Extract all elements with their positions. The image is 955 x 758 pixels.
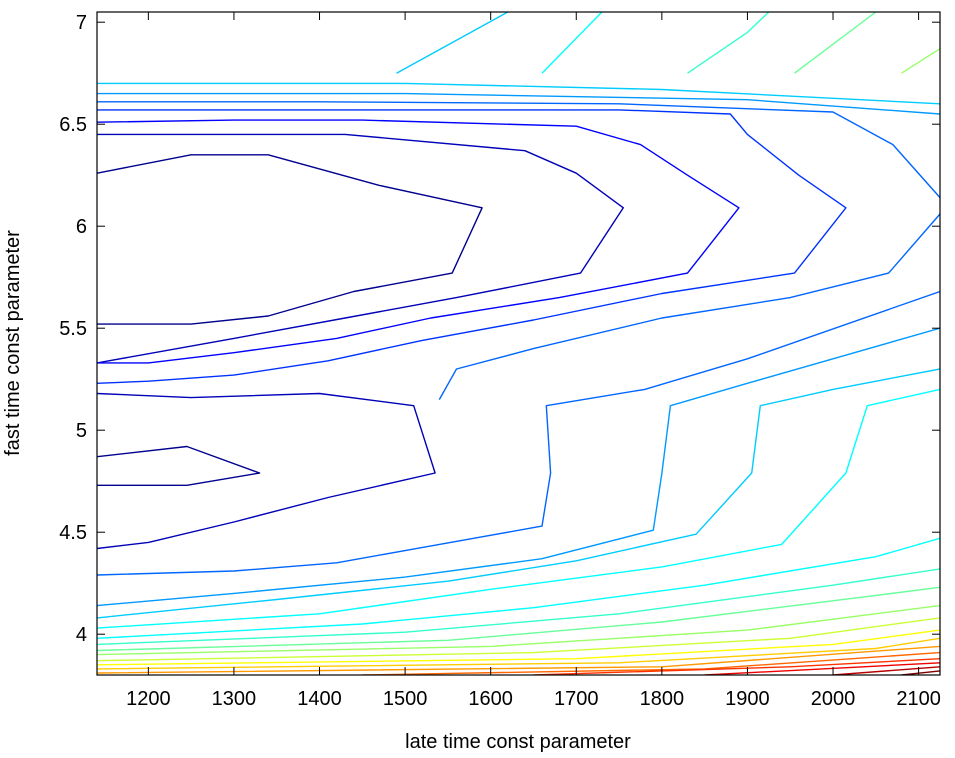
contour-line-level-6-1: [97, 92, 940, 115]
contour-line-level-11-1: [901, 48, 940, 74]
plot-frame: [96, 11, 941, 676]
contour-line-level-7-3: [97, 368, 940, 619]
contour-line-level-6-2: [97, 327, 940, 607]
y-tick-label: 5.5: [59, 318, 87, 340]
contour-line-level-18-1: [704, 662, 940, 675]
y-axis-title: fast time const parameter: [2, 230, 24, 456]
contour-line-level-7-2: [396, 12, 509, 74]
x-tick-label: 1800: [640, 688, 685, 710]
contour-line-level-9-1: [687, 12, 770, 74]
contour-line-level-14-1: [97, 637, 940, 670]
contour-line-level-8-3: [97, 537, 940, 639]
y-axis-ticks: 4 4.5 5 5.5 6 6.5 7: [59, 12, 940, 646]
contour-line-level-8-1: [541, 12, 603, 74]
contour-line-level-9-2: [97, 568, 940, 646]
contour-line-level-19-1: [832, 666, 940, 675]
contour-line-level-10-2: [97, 586, 940, 652]
contour-line-level-7-1: [97, 82, 940, 105]
plot-area: [97, 12, 940, 675]
contour-line-level-10-1: [794, 12, 877, 74]
y-tick-label: 5: [76, 420, 87, 442]
contour-lines: [97, 12, 940, 675]
x-tick-label: 1500: [383, 688, 428, 710]
contour-line-level-3-1: [97, 119, 740, 364]
contour-line-level-1-1: [97, 154, 483, 325]
y-tick-label: 7: [76, 12, 87, 34]
x-tick-label: 1700: [554, 688, 599, 710]
x-tick-label: 1400: [297, 688, 342, 710]
contour-line-level-20-1: [901, 670, 940, 675]
x-tick-label: 1300: [212, 688, 257, 710]
x-tick-label: 1200: [126, 688, 171, 710]
y-tick-label: 4.5: [59, 522, 87, 544]
contour-line-level-5-2: [438, 213, 940, 400]
contour-line-level-17-1: [533, 658, 940, 675]
x-tick-label: 1900: [725, 688, 770, 710]
y-tick-label: 6.5: [59, 114, 87, 136]
contour-line-level-4-1: [97, 109, 847, 384]
contour-line-level-1-2: [97, 445, 261, 486]
contour-line-level-2-2: [97, 392, 436, 550]
x-axis-title: late time const parameter: [405, 731, 631, 753]
contour-line-level-11-2: [97, 604, 940, 656]
contour-line-level-2-1: [97, 133, 624, 364]
contour-line-level-15-1: [97, 645, 940, 674]
x-tick-label: 2000: [811, 688, 856, 710]
x-axis-ticks: 1200 1300 1400 1500 1600 1700 1800 1900 2000 2100: [126, 12, 941, 710]
contour-line-level-5-3: [97, 290, 940, 576]
contour-line-level-8-2: [97, 388, 940, 629]
contour-line-level-13-1: [97, 629, 940, 666]
contour-line-level-5-1: [97, 101, 940, 199]
y-tick-label: 4: [76, 624, 87, 646]
contour-line-level-12-1: [97, 617, 940, 662]
x-tick-label: 1600: [468, 688, 513, 710]
y-tick-label: 6: [76, 216, 87, 238]
x-tick-label: 2100: [896, 688, 941, 710]
